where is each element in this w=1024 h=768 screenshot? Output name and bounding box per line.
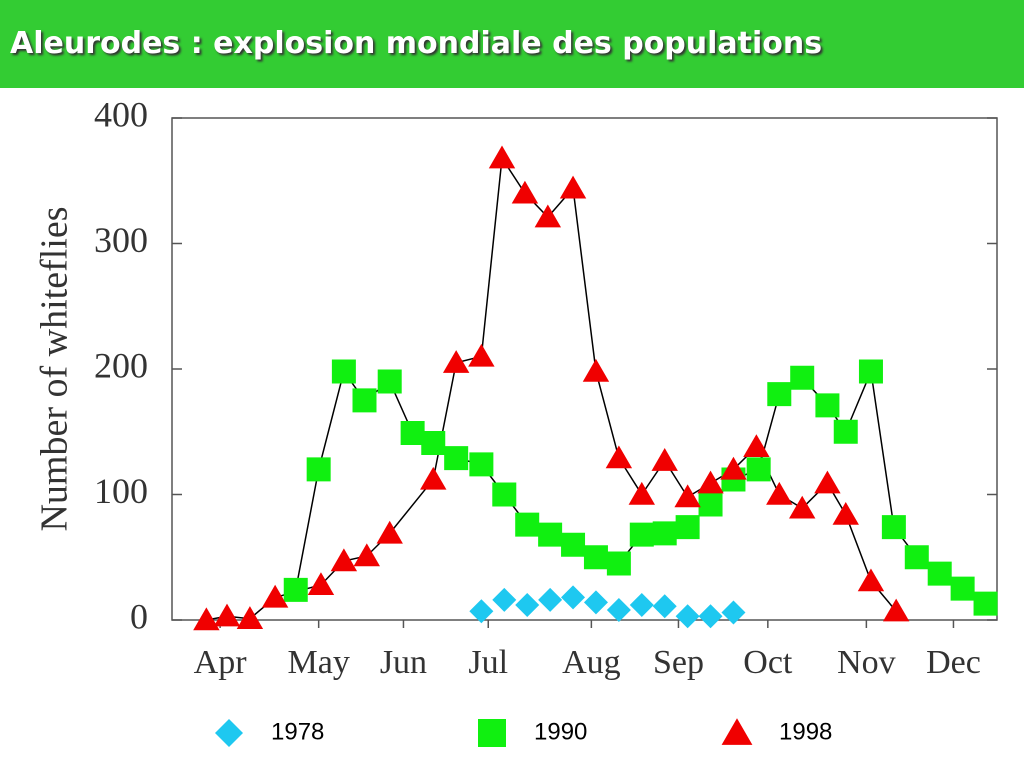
data-point [561,585,586,610]
data-point [652,594,677,619]
data-point [698,604,723,629]
x-tick-label: Nov [837,644,896,681]
data-point [283,577,308,602]
data-point [331,359,356,384]
data-point [973,591,998,616]
x-tick-label: Jun [380,644,427,681]
data-point [306,457,331,482]
data-point [881,515,906,540]
data-point [307,572,335,596]
data-point [420,466,447,490]
data-point [743,434,770,458]
data-point [629,592,654,617]
data-point [515,512,540,537]
legend-label: 1978 [271,718,324,745]
data-point [515,592,540,617]
data-point [628,481,655,505]
x-tick-label: Oct [743,644,793,681]
data-point [582,358,610,382]
y-tick-label: 300 [94,220,148,260]
data-point [697,470,724,494]
x-tick-label: Jul [468,644,508,681]
x-tick-label: Dec [926,644,981,681]
data-point [721,600,746,625]
data-point [377,369,402,394]
data-point [766,481,793,505]
data-point [469,599,494,624]
data-point [442,350,470,373]
legend-marker [721,718,753,745]
data-point [193,607,220,631]
title-banner: Aleurodes : explosion mondiale des popul… [0,0,1024,88]
data-point [400,421,425,446]
data-point [927,561,952,586]
chart-title: Aleurodes : explosion mondiale des popul… [10,26,823,61]
data-point [538,522,563,547]
data-point [698,492,723,517]
data-point [583,545,608,570]
data-point [561,532,586,557]
data-point [767,382,792,407]
data-point [583,590,608,615]
data-point [651,448,678,471]
data-point [468,343,495,367]
data-point [559,175,587,199]
data-point [492,482,517,507]
data-point [236,606,264,629]
x-tick-label: May [288,644,350,681]
legend-label: 1990 [534,718,587,745]
legend-label: 1998 [779,718,832,745]
data-point [605,445,633,469]
data-point [857,568,885,592]
data-point [815,393,840,418]
y-tick-label: 200 [94,345,148,385]
data-point [790,365,815,390]
data-point [675,515,700,540]
data-point [213,603,241,627]
y-tick-label: 100 [94,471,148,511]
data-point [789,495,816,519]
legend-marker [478,719,506,747]
data-point [833,419,858,444]
data-point [469,452,494,477]
x-tick-label: Apr [194,644,248,681]
data-point [606,551,631,576]
data-point [511,180,539,204]
y-tick-label: 0 [130,596,148,636]
y-axis-label: Number of whiteflies [34,206,76,531]
data-point [746,457,771,482]
data-point [675,604,700,629]
data-point [376,520,403,544]
data-point [832,501,859,525]
x-tick-label: Aug [562,644,621,681]
y-tick-label: 400 [94,94,148,134]
data-point [330,548,358,572]
data-point [261,584,289,608]
legend-marker [215,719,243,747]
data-point [652,521,677,546]
data-point [629,522,654,547]
x-tick-label: Sep [653,644,704,681]
data-point [538,587,563,612]
data-point [492,587,517,612]
data-point [814,470,841,494]
data-point [882,598,910,622]
data-point [674,484,701,508]
data-point [421,431,446,456]
data-point [352,388,377,413]
data-point [353,543,380,567]
data-point [858,359,883,384]
data-point [904,545,929,570]
data-point [488,145,516,169]
data-point [606,597,631,622]
data-point [444,446,469,471]
data-point [720,456,747,480]
data-point [950,576,975,601]
data-point [534,204,562,228]
